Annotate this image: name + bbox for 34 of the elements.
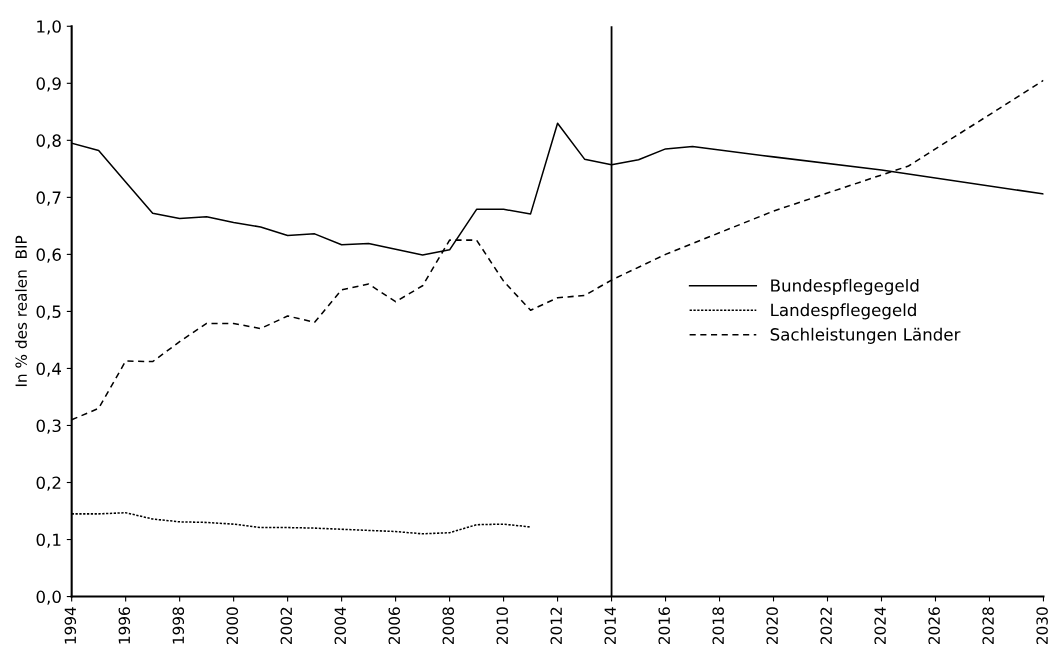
y-tick-label: 0,7 — [36, 191, 61, 206]
y-axis-title: In % des realen BIP — [15, 235, 27, 387]
x-tick-label: 2026 — [928, 607, 940, 645]
y-tick-label: 0,2 — [36, 476, 61, 491]
y-tick-label: 0,3 — [36, 419, 61, 434]
x-tick-label: 1994 — [64, 607, 77, 644]
x-tick-label: 2030 — [1036, 607, 1048, 645]
x-tick-label: 2002 — [280, 607, 293, 645]
y-tick-label: 0,5 — [36, 305, 61, 320]
x-tick-label: 2008 — [442, 607, 455, 645]
legend-label: Sachleistungen Länder — [770, 327, 961, 344]
x-tick-label: 2018 — [712, 607, 724, 645]
x-tick-label: 2010 — [496, 607, 509, 645]
x-tick-label: 1998 — [172, 607, 185, 644]
y-tick-label: 0,1 — [36, 533, 61, 548]
x-tick-label: 2016 — [658, 607, 670, 645]
legend-label: Landespflegegeld — [771, 303, 916, 320]
x-tick-label: 2004 — [334, 607, 347, 645]
x-tick-label: 2012 — [550, 607, 562, 645]
y-tick-label: 1,0 — [37, 20, 61, 35]
x-tick-label: 1996 — [118, 607, 131, 644]
x-tick-label: 2024 — [874, 607, 886, 645]
x-tick-label: 2000 — [226, 607, 239, 645]
x-tick-label: 2006 — [388, 607, 401, 645]
legend-label: Bundespflegegeld — [771, 278, 919, 296]
y-tick-label: 0,0 — [36, 590, 61, 605]
x-tick-label: 2028 — [982, 607, 994, 645]
y-tick-label: 0,9 — [36, 77, 61, 92]
x-tick-label: 2022 — [820, 607, 832, 645]
y-tick-label: 0,4 — [36, 362, 62, 377]
x-tick-label: 2020 — [766, 607, 778, 645]
y-tick-label: 0,8 — [36, 134, 61, 149]
y-tick-label: 0,6 — [36, 248, 61, 263]
x-tick-label: 2014 — [604, 607, 616, 645]
